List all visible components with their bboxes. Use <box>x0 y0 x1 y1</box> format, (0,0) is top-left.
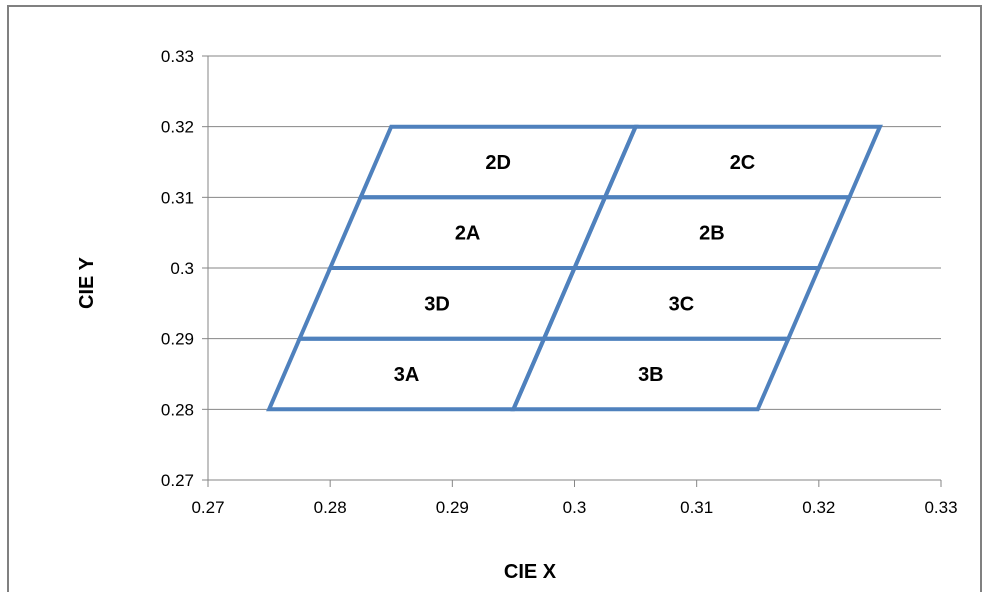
y-tick-label: 0.28 <box>161 400 194 419</box>
bin-label-3a: 3A <box>394 364 420 386</box>
y-tick-label: 0.31 <box>161 188 194 207</box>
x-tick-label: 0.29 <box>436 498 469 517</box>
y-axis-title: CIE Y <box>76 256 98 309</box>
bin-label-2d: 2D <box>485 152 511 174</box>
x-tick-label: 0.3 <box>563 498 587 517</box>
bin-label-3b: 3B <box>638 364 664 386</box>
y-tick-label: 0.27 <box>161 471 194 490</box>
bin-labels: 3A 3B 3D 3C 2A 2B 2D 2C <box>394 152 756 386</box>
x-tick-label: 0.28 <box>314 498 347 517</box>
x-tick-label: 0.32 <box>802 498 835 517</box>
y-tick-label: 0.3 <box>170 259 194 278</box>
x-axis-title: CIE X <box>504 561 557 583</box>
y-tick-label: 0.33 <box>161 47 194 66</box>
x-tick-label: 0.33 <box>924 498 957 517</box>
axes: 0.27 0.28 0.29 0.3 0.31 0.32 0.33 0.27 0.28 0.29 0… <box>161 47 958 517</box>
x-tick-label: 0.27 <box>191 498 224 517</box>
bin-label-2b: 2B <box>699 223 725 245</box>
y-tick-label: 0.32 <box>161 118 194 137</box>
bin-label-3d: 3D <box>424 293 450 315</box>
bin-2c <box>601 124 883 200</box>
x-tick-label: 0.31 <box>680 498 713 517</box>
chart-border <box>7 5 982 592</box>
bin-label-2c: 2C <box>730 152 756 174</box>
bin-label-3c: 3C <box>669 293 695 315</box>
bin-outlines <box>266 124 883 412</box>
bin-label-2a: 2A <box>455 223 481 245</box>
y-tick-label: 0.29 <box>161 330 194 349</box>
